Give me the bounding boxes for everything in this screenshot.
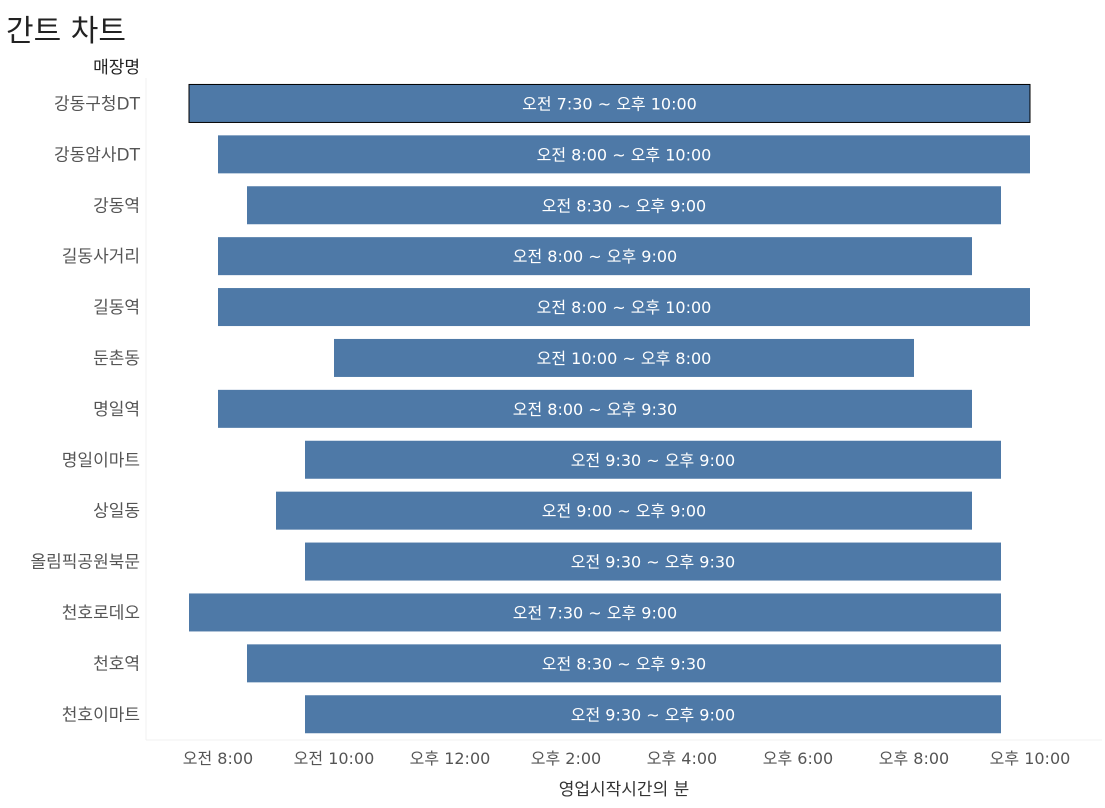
gantt-bar[interactable] (334, 338, 914, 377)
gantt-bar[interactable] (218, 135, 1030, 174)
row-label: 명일이마트 (62, 451, 140, 471)
row-label: 천호로데오 (62, 603, 140, 623)
bar-label: 오전 9:30 ~ 오후 9:00 (571, 705, 736, 724)
x-tick-label: 오전 10:00 (294, 749, 375, 768)
bar-label: 오전 8:00 ~ 오후 10:00 (537, 145, 712, 164)
row-label: 강동암사DT (54, 145, 141, 165)
gantt-bar[interactable] (276, 491, 972, 530)
row-label: 길동사거리 (62, 247, 140, 267)
bar-label: 오전 9:30 ~ 오후 9:30 (571, 553, 736, 572)
bar-label: 오전 7:30 ~ 오후 10:00 (522, 94, 697, 113)
x-axis-title: 영업시작시간의 분 (559, 780, 690, 800)
bar-label: 오전 9:30 ~ 오후 9:00 (571, 451, 736, 470)
row-label: 강동구청DT (54, 94, 141, 114)
row-header: 매장명 (93, 58, 140, 78)
bar-label: 오전 8:00 ~ 오후 10:00 (537, 298, 712, 317)
gantt-bar[interactable] (305, 542, 1001, 581)
gantt-bar[interactable] (247, 644, 1001, 683)
bar-label: 오전 8:30 ~ 오후 9:30 (542, 654, 707, 673)
bar-label: 오전 8:30 ~ 오후 9:00 (542, 196, 707, 215)
bar-label: 오전 8:00 ~ 오후 9:00 (513, 247, 678, 266)
x-tick-label: 오후 4:00 (647, 749, 717, 768)
rows-layer: 강동구청DT 오전 7:30 ~ 오후 10:00 강동암사DT 오전 8:00 ~ … (31, 78, 1031, 740)
gantt-bar[interactable] (247, 186, 1001, 225)
bar-label: 오전 9:00 ~ 오후 9:00 (542, 502, 707, 521)
x-axis: 오전 8:00 오전 10:00 오후 12:00 오후 2:00 오후 4:00 오후 … (146, 739, 1102, 768)
gantt-bar[interactable] (189, 593, 1001, 632)
x-tick-label: 오후 6:00 (763, 749, 833, 768)
row-label: 올림픽공원북문 (31, 553, 140, 573)
bar-label: 오전 10:00 ~ 오후 8:00 (537, 349, 712, 368)
row-label: 상일동 (93, 502, 140, 522)
gantt-bar[interactable] (188, 83, 1031, 123)
chart-title: 간트 차트 (6, 14, 126, 49)
row-label: 명일역 (93, 400, 140, 420)
x-tick-label: 오후 12:00 (410, 749, 491, 768)
row-label: 길동역 (93, 298, 140, 318)
x-tick-label: 오전 8:00 (183, 749, 253, 768)
x-tick-label: 오후 8:00 (879, 749, 949, 768)
bar-label: 오전 8:00 ~ 오후 9:30 (513, 400, 678, 419)
gantt-bar[interactable] (218, 237, 972, 276)
row-label: 강동역 (93, 196, 140, 216)
gantt-bar[interactable] (218, 389, 972, 428)
row-label: 둔촌동 (93, 349, 140, 369)
row-label: 천호이마트 (62, 705, 140, 725)
x-tick-label: 오후 2:00 (531, 749, 601, 768)
gantt-bar[interactable] (305, 440, 1001, 479)
bar-label: 오전 7:30 ~ 오후 9:00 (513, 603, 678, 622)
row-label: 천호역 (93, 654, 140, 674)
x-tick-label: 오후 10:00 (990, 749, 1071, 768)
gantt-bar[interactable] (305, 695, 1001, 734)
gantt-bar[interactable] (218, 288, 1030, 327)
